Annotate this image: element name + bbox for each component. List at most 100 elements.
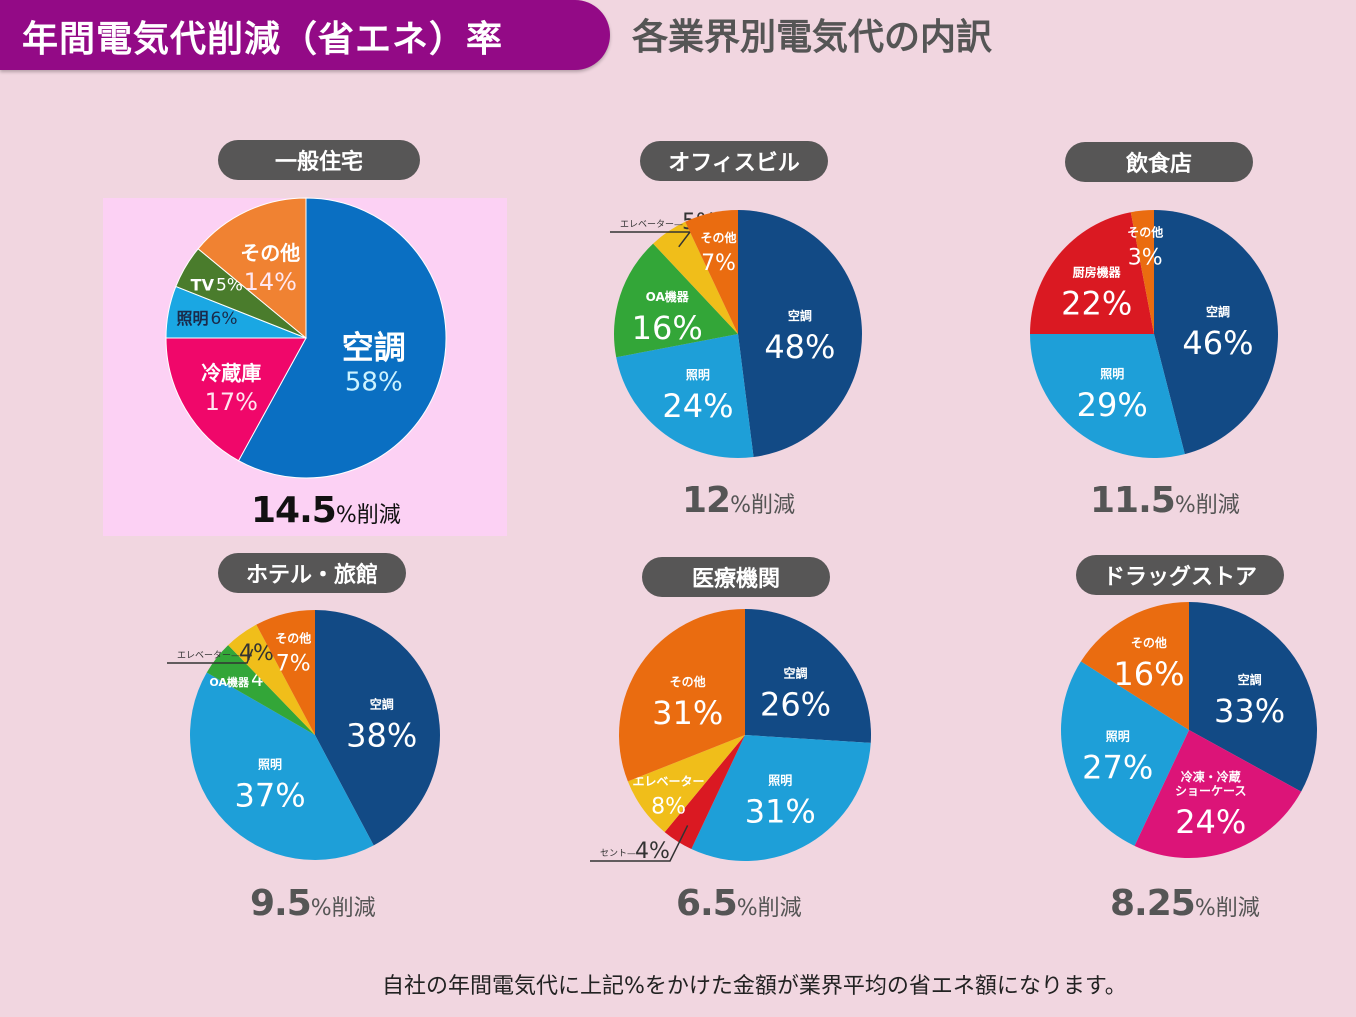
slice-category: 照明 [176,309,208,328]
slice-value-label: 46% [1182,324,1253,362]
pie-slice [1030,334,1185,458]
pie-slice [228,624,315,735]
reduction-value: 8.25 [1110,883,1196,924]
pie-slice [1154,210,1278,455]
slice-value-label: 14% [244,268,297,296]
pie-slice [197,197,307,340]
reduction-value: 12 [682,480,731,521]
chart-title-pill: 一般住宅 [218,140,420,180]
pie-slice [165,337,307,462]
slice-value-label: 31% [652,694,723,732]
reduction-value: 11.5 [1090,480,1176,521]
slice-label: 空調 [342,328,406,366]
pie-slice [1030,212,1154,334]
pie-slice [315,610,441,846]
pie-slice [1130,210,1154,334]
page-title: 年間電気代削減（省エネ）率 [22,19,504,60]
slice-label: OA機器 [646,289,690,304]
pie-slice [664,735,745,850]
pie-slice [738,210,862,458]
chart-panel-residential: 一般住宅 空調 58% 冷蔵庫 17% 照明 6% TV 5% その他 14% 14.5%削減 [103,140,523,560]
reduction-unit: %削減 [736,896,802,921]
slice-value-label: 22% [1061,285,1132,323]
slice-label: その他 [670,674,706,689]
slice-value-label: 7% [701,251,736,276]
slice-value-label: 24% [662,387,733,425]
slice-label: 空調 [370,696,394,711]
pie-slice [1189,602,1317,792]
pie-slice [691,735,871,861]
pie-slice [619,609,745,782]
slice-value-label: 38% [346,716,417,754]
slice-label: その他 [1131,635,1167,650]
slice-label: 照明 [1100,366,1124,381]
reduction-rate: 8.25%削減 [1110,883,1260,924]
reduction-unit: %削減 [1194,896,1260,921]
slice-category: TV [191,275,215,294]
slice-value-label: 7% [276,652,311,677]
reduction-rate: 6.5%削減 [676,883,802,924]
slice-label: 厨房機器 [1073,265,1122,280]
footnote: 自社の年間電気代に上記%をかけた金額が業界平均の省エネ額になります。 [382,974,1127,999]
header-band: 年間電気代削減（省エネ）率 [0,0,610,70]
reduction-rate: 9.5%削減 [250,883,376,924]
slice-value-label: 6% [211,309,238,329]
pie-slice [1061,661,1189,846]
slice-label: その他 [240,241,300,265]
chart-panel-medical: 医療機関 空調 26% 照明 31% セント— 4% エレベーター 8% その他 31% 6.5%… [570,553,990,973]
reduction-value: 6.5 [676,883,738,924]
slice-label: エレベーター [633,775,705,789]
slice-value-label: 3% [1128,245,1163,270]
callout-leader-line [590,825,689,862]
chart-title-pill: オフィスビル [640,141,828,181]
chart-title-pill: ホテル・旅館 [218,553,406,593]
pie-slice [1080,602,1189,730]
reduction-unit: %削減 [730,493,796,518]
pie-slice [653,221,738,334]
reduction-unit: %削減 [1174,493,1240,518]
slice-value-label: 16% [1113,655,1184,693]
pie-slice [189,672,374,860]
slice-label: その他 [701,230,737,245]
slice-value-label: 58% [345,367,403,397]
slice-label: その他 [275,631,311,646]
pie-slice [206,645,315,735]
slice-label: その他 [1127,224,1163,239]
reduction-rate: 12%削減 [682,480,795,521]
chart-title-pill: ドラッグストア [1076,555,1284,595]
slice-label: エレベーター— [177,650,240,661]
pie-slice [685,210,738,334]
reduction-value: 14.5 [251,490,337,531]
pie-slice [1134,730,1302,858]
slice-label: 照明 [768,773,792,788]
slice-label: 照明 6% [176,309,237,329]
slice-label: 空調 [788,308,812,323]
callout-leader-line [167,648,254,664]
slice-label: ショーケース [1175,784,1246,798]
pie-slice [616,334,754,458]
pie-slice [627,735,745,833]
pie-chart: 空調 46% 照明 29% 厨房機器 22% その他 3% [1030,210,1278,458]
slice-label: 照明 [686,367,710,382]
reduction-rate: 11.5%削減 [1090,480,1240,521]
reduction-rate: 14.5%削減 [251,490,401,531]
slice-value-label: 48% [764,328,835,366]
slice-label: 照明 [1106,729,1130,744]
slice-value-label: 17% [205,388,258,416]
slice-value-label: 24% [1175,803,1246,841]
chart-title-pill: 医療機関 [642,557,830,597]
pie-slice [745,609,871,743]
reduction-value: 9.5 [250,883,312,924]
chart-panel-restaurant: 飲食店 空調 46% 照明 29% 厨房機器 22% その他 3% 11.5%削減 [1010,140,1356,560]
slice-value-label: 29% [1077,386,1148,424]
slice-value-label: 37% [234,776,305,814]
slice-label: 冷凍・冷蔵 [1181,769,1241,784]
pie-chart: 空調 26% 照明 31% セント—4% エレベーター 8% その他 31% [590,609,871,864]
page-subtitle: 各業界別電気代の内訳 [632,17,993,58]
